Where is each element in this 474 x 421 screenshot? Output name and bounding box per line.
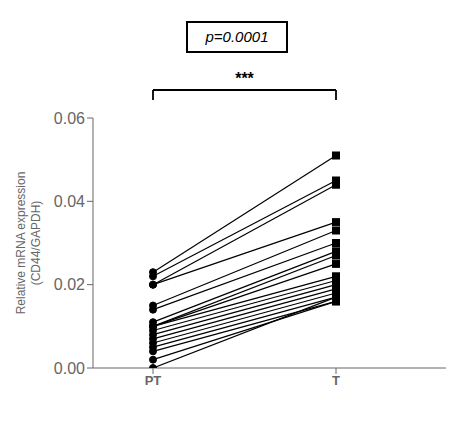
svg-text:0.06: 0.06 (54, 110, 85, 127)
svg-text:T: T (332, 373, 340, 388)
svg-text:***: *** (235, 70, 254, 87)
svg-text:p=0.0001: p=0.0001 (205, 28, 269, 45)
svg-text:0.02: 0.02 (54, 276, 85, 293)
svg-text:0.04: 0.04 (54, 193, 85, 210)
svg-text:Relative mRNA expression(CD44/: Relative mRNA expression(CD44/GAPDH) (14, 172, 43, 315)
svg-text:0.00: 0.00 (54, 360, 85, 377)
svg-text:PT: PT (145, 373, 162, 388)
